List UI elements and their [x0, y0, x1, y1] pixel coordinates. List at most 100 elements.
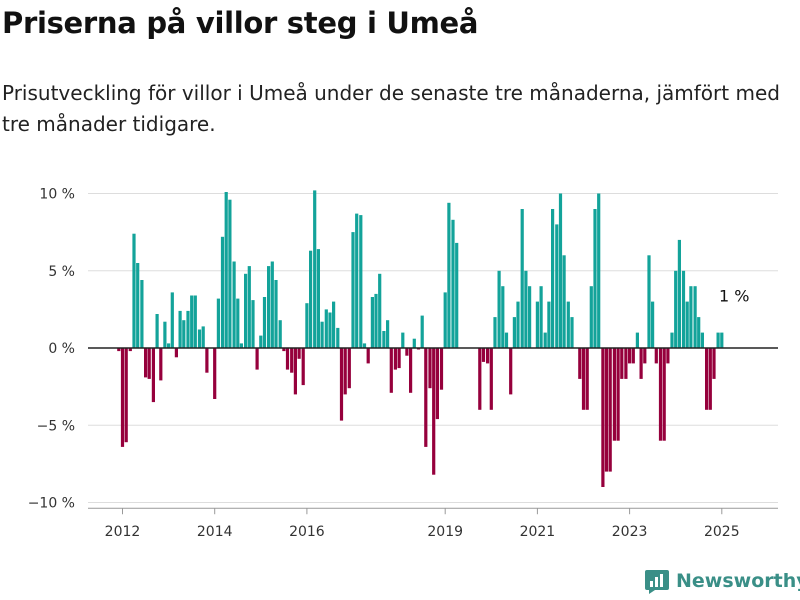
last-value-annotation: 1 %	[719, 287, 749, 306]
bar	[393, 348, 397, 370]
bar	[647, 255, 651, 348]
bar	[497, 270, 501, 349]
x-tick-label: 2012	[105, 524, 141, 540]
x-tick-label: 2023	[612, 524, 648, 540]
bar	[516, 301, 520, 348]
bar	[524, 270, 528, 349]
bar	[366, 348, 370, 364]
bar	[128, 348, 132, 352]
y-tick-label: 0 %	[48, 341, 75, 357]
x-tick-label: 2021	[520, 524, 556, 540]
bar	[267, 266, 271, 348]
bar	[439, 348, 444, 390]
bar	[316, 249, 320, 348]
bar	[455, 242, 459, 348]
bar	[389, 348, 393, 393]
y-tick-label: −10 %	[28, 496, 75, 512]
bar	[351, 232, 355, 348]
bar	[397, 348, 401, 369]
bar	[666, 348, 670, 364]
bar	[428, 348, 432, 389]
bar	[697, 317, 701, 348]
bar	[509, 348, 513, 395]
bar	[620, 348, 624, 379]
bars	[117, 190, 724, 487]
bar	[309, 250, 313, 348]
chart-title: Priserna på villor steg i Umeå	[2, 6, 479, 40]
bar	[689, 286, 693, 348]
bar	[147, 348, 151, 379]
y-tick-label: 5 %	[48, 264, 75, 280]
bar	[232, 261, 236, 348]
bar	[117, 348, 121, 352]
bar	[270, 261, 274, 348]
bar	[581, 348, 586, 410]
bar	[551, 209, 555, 348]
bar	[643, 348, 647, 364]
bar	[124, 348, 128, 443]
y-tick-label: −5 %	[37, 418, 75, 434]
bar	[624, 348, 628, 379]
bar	[301, 348, 305, 386]
brand-name: Newsworthy	[676, 570, 800, 592]
bar	[224, 192, 228, 348]
bar	[401, 332, 405, 348]
bar	[562, 255, 566, 348]
bar	[593, 209, 597, 348]
bar	[539, 286, 543, 348]
bar	[670, 332, 674, 348]
bar	[489, 348, 493, 410]
bar	[274, 280, 278, 348]
bar	[186, 310, 190, 348]
bar	[178, 310, 182, 348]
bar	[432, 348, 436, 475]
bar	[140, 280, 144, 348]
bar	[601, 348, 605, 487]
bar	[443, 292, 447, 348]
bar	[493, 317, 497, 348]
bar	[132, 233, 136, 348]
bar	[244, 273, 248, 348]
bar	[716, 332, 720, 348]
bar	[604, 348, 609, 472]
bar	[163, 321, 167, 348]
bar	[631, 348, 635, 364]
bar	[589, 286, 593, 348]
bar	[262, 297, 267, 348]
bar	[677, 239, 681, 348]
bar	[478, 348, 482, 410]
bar	[297, 348, 301, 359]
bar	[174, 348, 178, 358]
bar	[528, 286, 532, 348]
bar	[355, 213, 359, 348]
bar	[555, 224, 559, 348]
bar	[228, 199, 232, 348]
bar	[320, 321, 324, 348]
bar	[616, 348, 620, 441]
bar	[290, 348, 294, 373]
bar	[378, 273, 382, 348]
bar	[239, 343, 243, 348]
bar	[374, 293, 378, 348]
bar	[155, 314, 159, 348]
bar	[608, 348, 612, 472]
bar	[151, 348, 155, 403]
bar	[255, 348, 259, 370]
bar	[612, 348, 616, 441]
bar	[447, 202, 451, 348]
chart-subtitle: Prisutveckling för villor i Umeå under d…	[2, 81, 780, 136]
bar	[259, 335, 263, 348]
bar	[681, 270, 686, 349]
bar	[282, 348, 286, 352]
bar	[720, 332, 724, 348]
bar	[144, 348, 148, 378]
bar	[512, 317, 516, 348]
bar	[558, 193, 563, 348]
bar	[336, 327, 340, 348]
newsworthy-logo: Newsworthy	[644, 568, 800, 594]
bar	[170, 292, 174, 348]
bar	[359, 215, 363, 348]
bar	[693, 286, 697, 348]
bar	[328, 312, 332, 348]
